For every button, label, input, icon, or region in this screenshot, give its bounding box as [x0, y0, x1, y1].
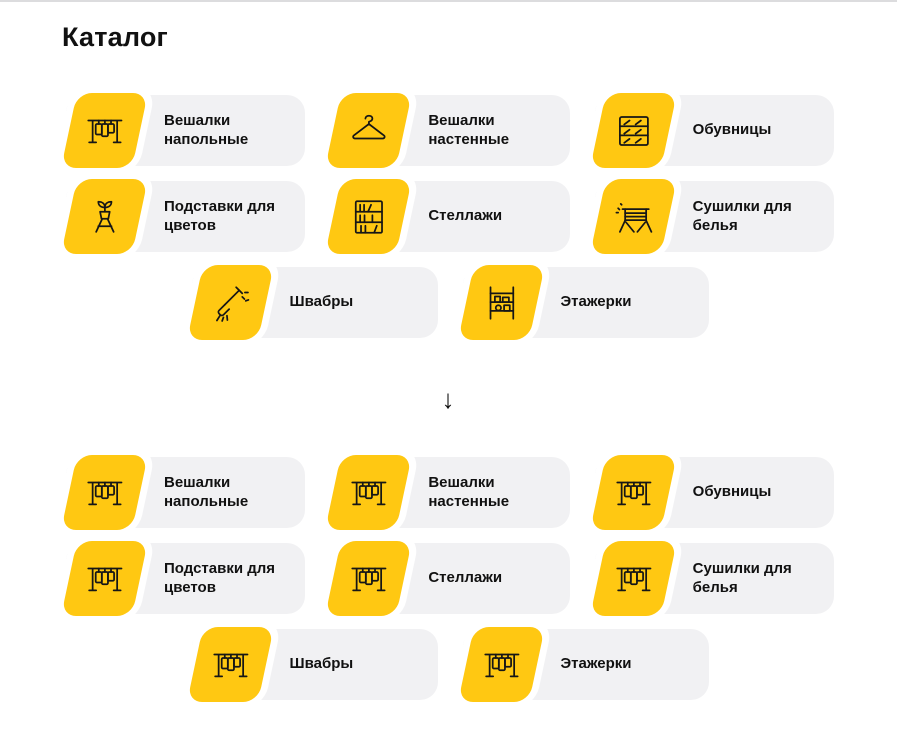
category-tile[interactable]: Вешалки напольные: [61, 455, 306, 530]
icon-glyph: [348, 558, 390, 600]
icon-glyph: [209, 644, 251, 686]
catalog-row: Вешалки напольные Вешалки настенные Обувни…: [61, 455, 834, 530]
icon-glyph: [348, 472, 390, 514]
catalog-row: Швабры Этажерки: [62, 627, 834, 702]
category-label: Сушилки для белья: [692, 559, 792, 596]
floor-hanger-icon: [61, 455, 148, 530]
icon-glyph: [480, 644, 522, 686]
catalog-grid-before: Вешалки напольные Вешалки настенные Обувни…: [61, 93, 834, 340]
icon-glyph: [348, 110, 390, 152]
category-label: Обувницы: [692, 121, 772, 139]
flower-stand-icon: [61, 179, 148, 254]
category-label: Обувницы: [692, 483, 772, 501]
category-label: Этажерки: [560, 655, 632, 673]
category-label: Подставки для цветов: [164, 197, 276, 234]
shoe-rack-icon: [589, 93, 677, 168]
icon-glyph: [84, 558, 126, 600]
catalog-grid-after: Вешалки напольные Вешалки настенные Обувни…: [61, 455, 834, 702]
down-arrow: ↓: [441, 384, 455, 414]
category-label: Этажерки: [560, 293, 632, 311]
icon-glyph: [612, 110, 654, 152]
mop-icon: [186, 265, 274, 340]
category-tile[interactable]: Вешалки напольные: [61, 93, 306, 168]
floor-hanger-icon: [186, 627, 274, 702]
category-label: Стеллажи: [428, 569, 503, 587]
icon-glyph: [612, 196, 654, 238]
category-tile[interactable]: Подставки для цветов: [61, 541, 306, 616]
icon-glyph: [84, 472, 126, 514]
category-tile[interactable]: Стеллажи: [325, 179, 570, 254]
category-label: Сушилки для белья: [692, 197, 792, 234]
category-tile[interactable]: Стеллажи: [325, 541, 570, 616]
category-label: Вешалки напольные: [164, 473, 249, 510]
catalog-row: Швабры Этажерки: [62, 265, 834, 340]
category-tile[interactable]: Обувницы: [589, 455, 834, 530]
category-tile[interactable]: Подставки для цветов: [61, 179, 306, 254]
icon-glyph: [84, 196, 126, 238]
category-tile[interactable]: Обувницы: [589, 93, 834, 168]
catalog-row: Подставки для цветов Стеллажи Сушилки для …: [61, 179, 834, 254]
category-tile[interactable]: Сушилки для белья: [589, 541, 834, 616]
icon-glyph: [612, 558, 654, 600]
catalog-row: Подставки для цветов Стеллажи Сушилки для …: [61, 541, 834, 616]
icon-glyph: [480, 282, 522, 324]
icon-glyph: [612, 472, 654, 514]
category-label: Швабры: [289, 655, 354, 673]
laundry-dryer-icon: [589, 179, 677, 254]
category-label: Стеллажи: [428, 207, 503, 225]
floor-hanger-icon: [61, 93, 148, 168]
etagere-icon: [457, 265, 545, 340]
category-label: Швабры: [289, 293, 354, 311]
shelving-icon: [325, 179, 413, 254]
category-label: Вешалки напольные: [164, 111, 249, 148]
floor-hanger-icon: [589, 455, 677, 530]
icon-glyph: [84, 110, 126, 152]
floor-hanger-icon: [457, 627, 545, 702]
page: Каталог Вешалки напольные Вешалки настенн…: [0, 2, 897, 702]
catalog-row: Вешалки напольные Вешалки настенные Обувни…: [61, 93, 834, 168]
category-tile[interactable]: Швабры: [186, 265, 438, 340]
icon-glyph: [348, 196, 390, 238]
floor-hanger-icon: [589, 541, 677, 616]
wall-hanger-icon: [325, 93, 413, 168]
category-label: Вешалки настенные: [428, 111, 510, 148]
category-tile[interactable]: Вешалки настенные: [325, 455, 570, 530]
category-tile[interactable]: Этажерки: [457, 265, 709, 340]
category-tile[interactable]: Швабры: [186, 627, 438, 702]
category-tile[interactable]: Этажерки: [457, 627, 709, 702]
page-title: Каталог: [62, 22, 168, 52]
floor-hanger-icon: [325, 455, 413, 530]
floor-hanger-icon: [61, 541, 148, 616]
floor-hanger-icon: [325, 541, 413, 616]
category-label: Вешалки настенные: [428, 473, 510, 510]
icon-glyph: [209, 282, 251, 324]
category-label: Подставки для цветов: [164, 559, 276, 596]
category-tile[interactable]: Вешалки настенные: [325, 93, 570, 168]
category-tile[interactable]: Сушилки для белья: [589, 179, 834, 254]
